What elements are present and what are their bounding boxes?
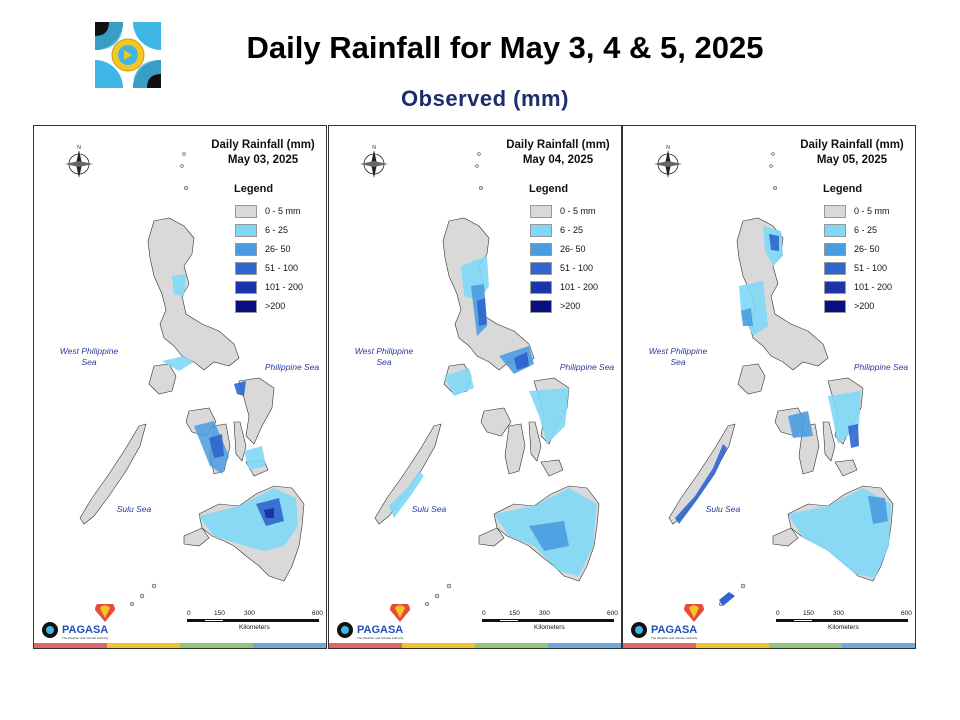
pagasa-brand: PAGASA The Weather and Climate Authority <box>629 600 709 642</box>
philippines-map <box>374 152 600 607</box>
sea-label-west: West Philippine Sea <box>648 346 708 367</box>
pagasa-brand-icon: PAGASA The Weather and Climate Authority <box>42 600 115 640</box>
page-subtitle: Observed (mm) <box>401 86 569 111</box>
svg-text:The Weather and Climate Author: The Weather and Climate Authority <box>62 636 109 640</box>
sea-label-sulu: Sulu Sea <box>705 504 741 514</box>
svg-text:PAGASA: PAGASA <box>651 624 697 636</box>
svg-text:The Weather and Climate Author: The Weather and Climate Authority <box>651 636 698 640</box>
map-panel-may-05: N Daily Rainfall (mm) May 05, 2025 Legen… <box>622 125 916 649</box>
svg-text:N: N <box>77 145 81 151</box>
page-title: Daily Rainfall for May 3, 4 & 5, 2025 <box>246 30 764 65</box>
philippines-map <box>668 152 894 607</box>
scale-bar: 0 150 300 600 Kilometers <box>187 610 323 631</box>
sea-label-sulu: Sulu Sea <box>116 504 152 514</box>
bottom-color-bar <box>623 643 915 648</box>
pagasa-brand: PAGASA The Weather and Climate Authority <box>335 600 415 642</box>
scale-bar: 0 150 300 600 Kilometers <box>482 610 618 631</box>
sea-label-west: West Philippine Sea <box>59 346 119 367</box>
sea-label-west: West Philippine Sea <box>354 346 414 367</box>
panel-title: Daily Rainfall (mm) May 03, 2025 <box>211 139 315 166</box>
map-panel-may-04: N Daily Rainfall (mm) May 04, 2025 Legen… <box>328 125 622 649</box>
svg-text:PAGASA: PAGASA <box>62 624 108 636</box>
legend-title: Legend <box>529 183 569 195</box>
map-panel-may-03: N Daily Rainfall (mm) May 03, 2025 Legen… <box>33 125 327 649</box>
compass-icon: N <box>64 145 94 179</box>
panel-title: Daily Rainfall (mm) May 05, 2025 <box>800 139 904 166</box>
sea-label-east: Philippine Sea <box>853 362 909 372</box>
bottom-color-bar <box>329 643 621 648</box>
pagasa-brand-icon: PAGASA The Weather and Climate Authority <box>631 600 704 640</box>
legend-title: Legend <box>823 183 863 195</box>
sea-label-east: Philippine Sea <box>264 362 320 372</box>
compass-icon: N <box>359 145 389 179</box>
pagasa-brand: PAGASA The Weather and Climate Authority <box>40 600 120 642</box>
sea-label-sulu: Sulu Sea <box>411 504 447 514</box>
svg-text:The Weather and Climate Author: The Weather and Climate Authority <box>357 636 404 640</box>
svg-text:N: N <box>666 145 670 151</box>
svg-text:N: N <box>372 145 376 151</box>
panel-title: Daily Rainfall (mm) May 04, 2025 <box>506 139 610 166</box>
sea-label-east: Philippine Sea <box>559 362 615 372</box>
philippines-map <box>79 152 305 607</box>
scale-bar: 0 150 300 600 Kilometers <box>776 610 912 631</box>
svg-text:PAGASA: PAGASA <box>357 624 403 636</box>
pagasa-logo-icon <box>95 22 161 88</box>
legend-title: Legend <box>234 183 274 195</box>
pagasa-brand-icon: PAGASA The Weather and Climate Authority <box>337 600 410 640</box>
bottom-color-bar <box>34 643 326 648</box>
compass-icon: N <box>653 145 683 179</box>
